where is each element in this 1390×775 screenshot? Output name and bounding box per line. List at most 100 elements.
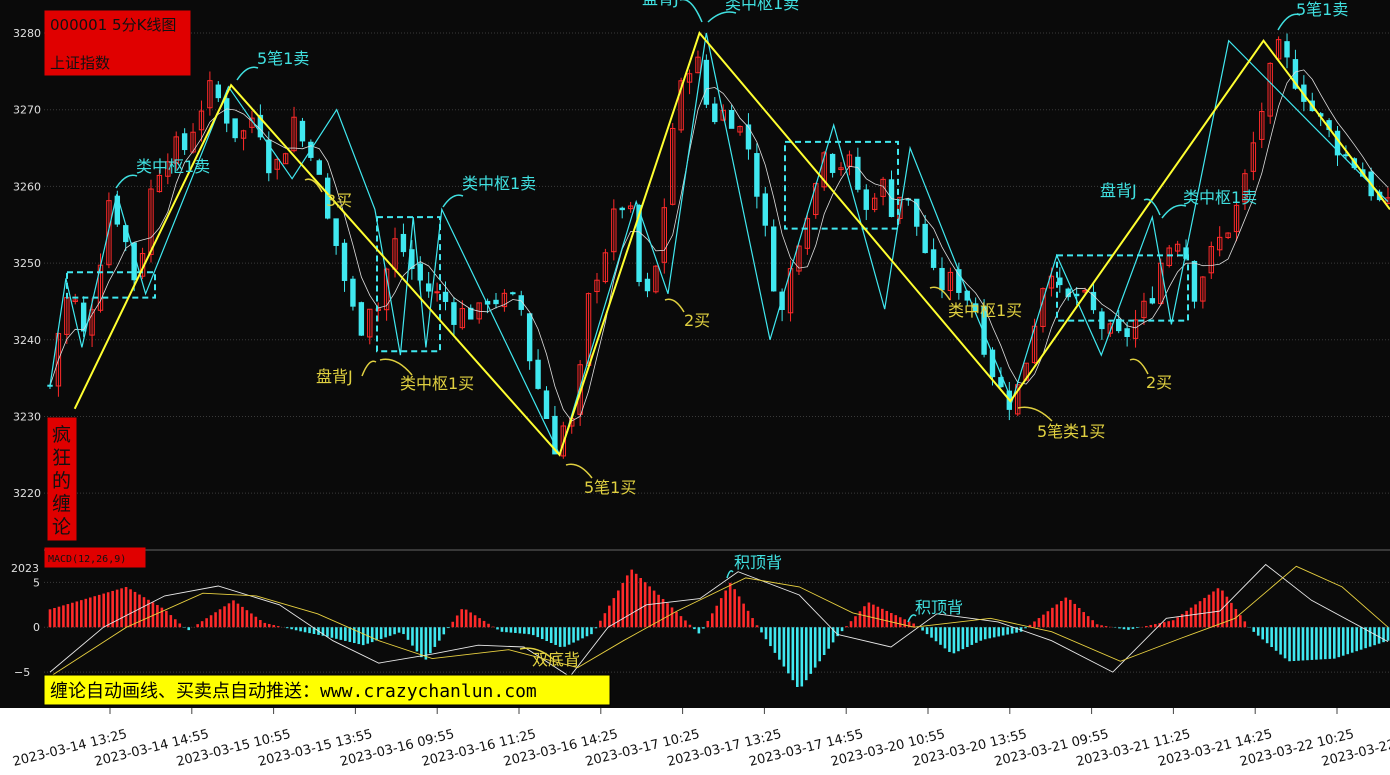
candle-body <box>240 130 247 139</box>
annotation-label: 类中枢1卖 <box>1183 188 1257 207</box>
candle-body <box>720 109 726 121</box>
pivot-box <box>784 140 899 230</box>
annotation-arrow <box>929 286 951 301</box>
side-label-char: 疯 <box>52 424 71 446</box>
candle-body <box>611 208 617 253</box>
price-tick-label: 3230 <box>13 410 41 423</box>
cyan-stroke-lines <box>49 32 1389 457</box>
annotation-label: 类中枢1买 <box>400 374 474 393</box>
candle-body <box>1233 204 1240 233</box>
candle-body <box>880 178 886 197</box>
macd-label: MACD(12,26,9) <box>48 554 126 565</box>
candle-body <box>350 278 356 307</box>
candle-body <box>198 110 205 131</box>
candle-body <box>148 188 154 255</box>
annotation-label: 积顶背 <box>734 553 782 572</box>
chart-subtitle: 上证指数 <box>50 54 110 72</box>
candle-body <box>224 98 230 124</box>
candle-body <box>341 242 348 281</box>
candle-body <box>560 425 567 457</box>
moving-average-lines <box>49 69 1389 422</box>
annotation-label: 2买 <box>1146 373 1172 392</box>
candle-body <box>619 207 625 211</box>
candle-body <box>1242 173 1248 203</box>
price-tick-label: 3250 <box>13 257 41 270</box>
candle-body <box>577 364 583 415</box>
candle-body <box>1090 291 1097 311</box>
candle-body <box>770 226 777 292</box>
candle-body <box>358 302 365 336</box>
side-label-box <box>47 417 77 541</box>
annotation-label: 盘背J <box>316 367 353 386</box>
annotation-arrow <box>565 463 593 479</box>
annotation-label: 5笔1买 <box>584 478 636 497</box>
macd-axis: 5 0 −5 <box>14 576 40 679</box>
segment-path <box>73 30 1390 457</box>
macd-tick-label: 0 <box>33 621 40 634</box>
candle-body <box>1284 41 1290 58</box>
annotation-arrow <box>519 647 555 661</box>
annotation-label: 类中枢1卖 <box>136 157 210 176</box>
candle-body <box>829 153 836 173</box>
candle-body <box>232 118 238 139</box>
annotation-arrow <box>680 0 703 23</box>
macd-dif-line <box>49 563 1389 678</box>
candle-body <box>1048 275 1055 289</box>
price-tick-label: 3260 <box>13 180 41 193</box>
candle-body <box>215 84 222 99</box>
price-tick-label: 3270 <box>13 104 41 117</box>
price-axis: 3220 3230 3240 3250 3260 3270 3280 <box>13 27 41 500</box>
candle-body <box>543 390 550 420</box>
annotation-arrow <box>379 358 413 376</box>
candle-body <box>1107 323 1114 334</box>
annotation-label: 类中枢1卖 <box>725 0 799 13</box>
annotation-arrow <box>361 360 377 377</box>
candle-body <box>762 193 768 226</box>
candle-body <box>266 139 272 174</box>
candle-body <box>989 349 996 378</box>
candle-body <box>1385 197 1390 204</box>
annotation-arrow <box>726 570 734 579</box>
annotation-label: 5笔类1买 <box>1037 422 1105 441</box>
pivot-box <box>1056 254 1189 322</box>
candle-body <box>1116 318 1122 332</box>
price-tick-label: 3220 <box>13 487 41 500</box>
candle-body <box>526 313 533 362</box>
annotation-label: 5笔1卖 <box>257 49 309 68</box>
side-label-char: 缠 <box>52 493 71 515</box>
candle-body <box>695 56 701 74</box>
candle-body <box>670 127 676 205</box>
candle-body <box>190 131 196 153</box>
candle-body <box>644 278 651 292</box>
candle-body <box>636 204 642 282</box>
candle-body <box>922 223 928 254</box>
candle-body <box>686 73 693 83</box>
candle-body <box>333 218 339 246</box>
candle-body <box>796 245 802 272</box>
candle-body <box>468 307 474 320</box>
title-box <box>44 10 191 76</box>
candle-body <box>299 120 306 142</box>
annotation-label: 3买 <box>326 191 352 210</box>
candle-body <box>367 308 373 338</box>
pivot-box <box>376 216 441 353</box>
candle-body <box>442 291 449 302</box>
candle-body <box>1267 62 1273 117</box>
stroke-path <box>49 32 1389 457</box>
candle-body <box>324 177 331 219</box>
candle-body <box>80 302 87 332</box>
candle-body <box>1141 300 1147 319</box>
candle-body <box>1166 247 1172 266</box>
candle-body <box>855 156 861 190</box>
candle-body <box>291 116 297 152</box>
annotation-arrow <box>442 194 464 208</box>
candle-body <box>1292 59 1299 89</box>
annotation-arrow <box>304 178 323 193</box>
candle-body <box>173 136 179 164</box>
annotation-arrow <box>1129 358 1149 375</box>
candle-body <box>1191 260 1198 302</box>
annotation-label: 5笔1卖 <box>1296 0 1348 19</box>
annotation-label: 盘背J <box>1100 181 1137 200</box>
candle-body <box>754 153 760 197</box>
candle-body <box>510 292 516 295</box>
